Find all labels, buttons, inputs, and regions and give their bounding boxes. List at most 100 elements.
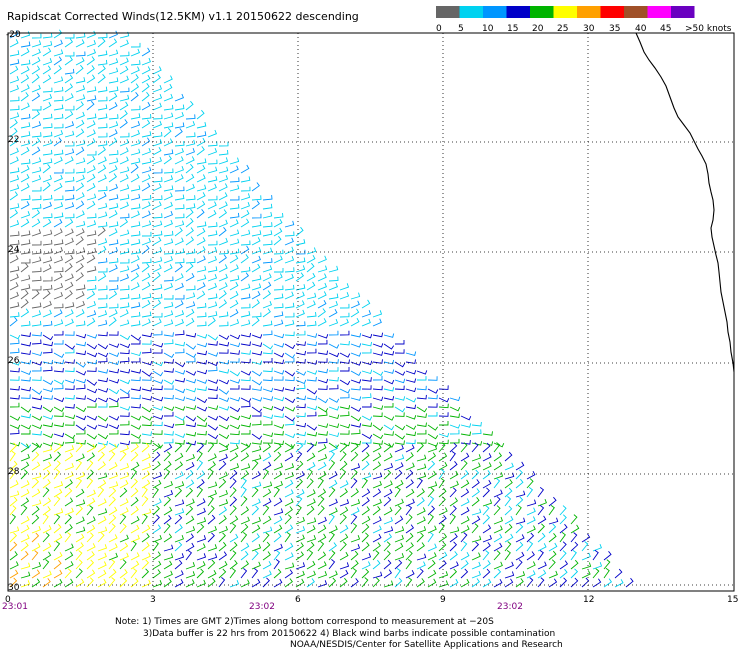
wind-barb [240, 370, 252, 376]
wind-barb [493, 496, 501, 507]
wind-barb [350, 488, 359, 498]
africa-coastline [635, 32, 735, 373]
wind-barb [185, 440, 197, 446]
wind-barb [31, 40, 42, 48]
wind-barb [174, 553, 185, 561]
wind-barb [295, 341, 306, 346]
note-line-3: NOAA/NESDIS/Center for Satellite Applica… [290, 640, 563, 650]
wind-barb [152, 293, 163, 300]
wind-barb [218, 541, 227, 552]
wind-barb [482, 462, 492, 471]
wind-barb [196, 535, 207, 543]
wind-barb [86, 424, 98, 430]
wind-barb [339, 533, 349, 543]
wind-barb [207, 525, 217, 534]
wind-barb [174, 237, 184, 246]
wind-barb [504, 571, 515, 579]
wind-barb [548, 496, 557, 507]
wind-barb [130, 403, 141, 409]
wind-barb [383, 453, 393, 462]
wind-barb [339, 379, 351, 386]
wind-barb [108, 379, 120, 384]
wind-barb [75, 182, 85, 192]
wind-barb [42, 58, 53, 66]
wind-barb [31, 229, 42, 237]
wind-barb [284, 319, 295, 327]
wind-barb [284, 284, 295, 291]
wind-barb [229, 406, 241, 413]
wind-barb [163, 93, 173, 102]
wind-barb [42, 334, 54, 341]
wind-barb [317, 431, 328, 436]
wind-barb [152, 560, 162, 570]
wind-barb [64, 367, 75, 373]
wind-barb [240, 283, 251, 291]
wind-barb [306, 578, 315, 588]
wind-barb [196, 379, 208, 384]
wind-barb [537, 561, 547, 570]
wind-barb [339, 551, 349, 561]
wind-barb [152, 461, 161, 471]
wind-barb [196, 406, 208, 412]
wind-barb [405, 387, 417, 393]
wind-barb [251, 195, 262, 201]
wind-barb [20, 113, 31, 120]
lon-label-15: 15 [727, 595, 738, 605]
wind-barb [75, 64, 84, 75]
wind-barb [152, 580, 163, 588]
wind-barb [295, 489, 305, 498]
wind-barb [141, 66, 151, 75]
wind-barb [119, 194, 130, 201]
wind-barb [97, 443, 106, 453]
wind-barb [20, 159, 31, 165]
wind-barb [53, 451, 62, 462]
wind-barb [20, 248, 31, 255]
wind-barb [119, 273, 129, 282]
wind-barb [515, 541, 524, 552]
wind-barb [42, 461, 52, 471]
wind-barb [570, 577, 579, 588]
wind-barb [174, 388, 186, 394]
wind-barb [64, 394, 75, 400]
wind-barb [20, 131, 31, 138]
wind-barb [9, 441, 21, 447]
wind-barb [273, 487, 280, 498]
wind-barb [163, 301, 174, 309]
wind-barb [493, 516, 503, 525]
wind-barb [361, 433, 373, 440]
wind-barb [559, 514, 567, 525]
wind-barb [42, 366, 53, 372]
wind-barb [394, 424, 406, 431]
wind-barb [86, 379, 98, 386]
wind-barb [515, 490, 526, 498]
wind-barb [383, 395, 395, 401]
wind-barb [196, 517, 207, 525]
wind-barb [185, 396, 197, 402]
wind-barb [306, 333, 318, 338]
wind-barb [31, 302, 42, 309]
wind-barb [526, 541, 534, 552]
wind-barb [130, 157, 141, 165]
wind-barb [284, 256, 295, 264]
wind-barb [460, 578, 470, 588]
wind-barb [229, 505, 237, 516]
wind-barb [416, 422, 427, 428]
wind-barb [262, 330, 273, 336]
wind-barb [240, 579, 250, 588]
wind-barb [20, 92, 29, 102]
wind-barb [504, 515, 514, 525]
wind-barb [328, 414, 340, 420]
wind-barb [240, 470, 249, 480]
wind-barb [240, 385, 251, 390]
wind-barb [251, 200, 260, 210]
wind-barb [20, 165, 30, 174]
wind-barb [163, 515, 172, 525]
wind-barb [9, 137, 19, 147]
wind-barb [372, 498, 382, 507]
wind-barb [64, 578, 74, 588]
wind-barb [262, 273, 272, 282]
wind-barb [31, 472, 42, 480]
wind-barb [75, 378, 87, 384]
wind-barb [196, 523, 205, 534]
wind-barb [416, 578, 425, 588]
